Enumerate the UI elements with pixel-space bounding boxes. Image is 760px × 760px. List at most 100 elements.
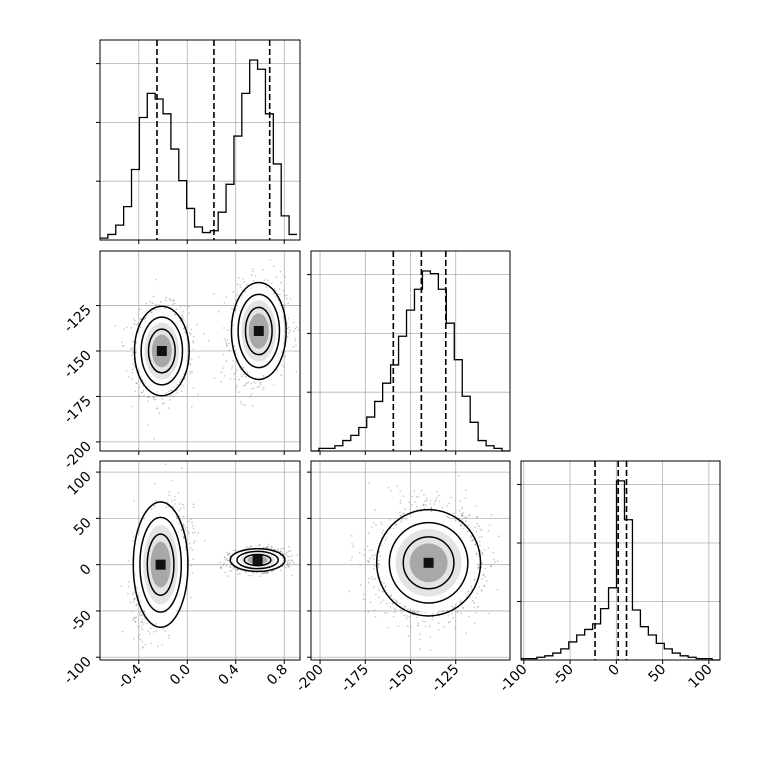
scatter-point [168,494,171,496]
scatter-point [187,531,190,533]
scatter-point [373,558,375,560]
scatter-point [443,626,446,628]
scatter-point [373,609,376,611]
scatter-point [143,610,146,613]
scatter-point [423,507,426,510]
scatter-point [272,384,275,387]
scatter-point [237,573,239,575]
scatter-point [155,499,157,502]
scatter-point [148,396,150,398]
contour-line [139,516,183,613]
scatter-point [262,376,265,378]
scatter-point [279,270,282,273]
2d-panel-p1_p2 [100,251,300,451]
scatter-point [410,626,412,628]
scatter-point [390,595,393,597]
scatter-point [188,305,190,308]
scatter-point [424,620,426,623]
scatter-point [259,384,262,386]
scatter-point [149,632,151,635]
scatter-point [482,574,485,576]
scatter-point [174,495,176,498]
scatter-point [461,514,463,516]
scatter-point [466,593,468,596]
scatter-point [135,604,137,606]
scatter-point [135,382,138,385]
contour-line [140,316,184,386]
scatter-point [479,550,482,552]
scatter-point [405,615,408,617]
scatter-point [479,540,481,542]
scatter-point [239,284,241,286]
scatter-point [140,621,143,623]
scatter-point [408,616,411,618]
scatter-point [287,565,289,568]
scatter-point [179,503,181,505]
scatter-point [262,268,264,271]
scatter-point [114,325,117,327]
scatter-point [243,404,246,406]
scatter-point [417,611,419,613]
scatter-point [380,580,383,583]
scatter-point [489,524,491,526]
scatter-point [292,330,295,333]
scatter-point [437,611,439,614]
scatter-point [473,601,475,604]
scatter-point [452,512,455,514]
scatter-point [128,376,130,378]
contour-line [147,328,176,374]
panel-content [311,461,510,660]
scatter-point [460,524,462,527]
scatter-point [191,406,193,408]
scatter-point [233,378,235,380]
scatter-point [263,386,265,389]
scatter-point [395,523,398,526]
scatter-point [132,368,134,371]
scatter-point [182,316,184,318]
scatter-point [212,293,215,295]
scatter-point [135,351,137,354]
scatter-point [184,546,187,548]
scatter-point [224,556,226,559]
scatter-point [147,424,149,426]
scatter-point [189,547,192,549]
contour-line [146,533,175,596]
scatter-point [142,389,145,392]
scatter-point [181,314,183,317]
scatter-point [259,382,261,384]
scatter-point [141,391,144,394]
scatter-point [277,549,280,552]
scatter-point [182,311,184,313]
scatter-point [246,283,248,286]
scatter-point [373,564,376,567]
scatter-point [180,390,183,393]
scatter-point [183,305,185,307]
scatter-point [471,588,473,591]
scatter-point [493,558,495,561]
scatter-point [172,505,174,508]
scatter-point [179,306,182,308]
scatter-point [294,339,297,342]
scatter-point [236,283,239,286]
scatter-point [121,341,123,344]
contour-line [237,293,281,369]
scatter-point [487,547,490,549]
scatter-point [447,621,450,624]
scatter-point [228,342,230,345]
scatter-point [461,514,464,517]
scatter-point [465,489,467,492]
scatter-point [147,396,149,398]
scatter-point [411,495,414,498]
scatter-point [184,527,187,529]
scatter-point [250,382,252,385]
scatter-point [273,265,275,268]
scatter-point [184,378,186,380]
2d-panel-p2_p3 [311,461,510,660]
scatter-point [403,614,406,617]
scatter-point [141,618,143,621]
scatter-point [155,630,157,632]
scatter-point [134,621,137,623]
scatter-point [133,601,135,603]
scatter-point [286,336,289,338]
scatter-point [191,521,193,524]
